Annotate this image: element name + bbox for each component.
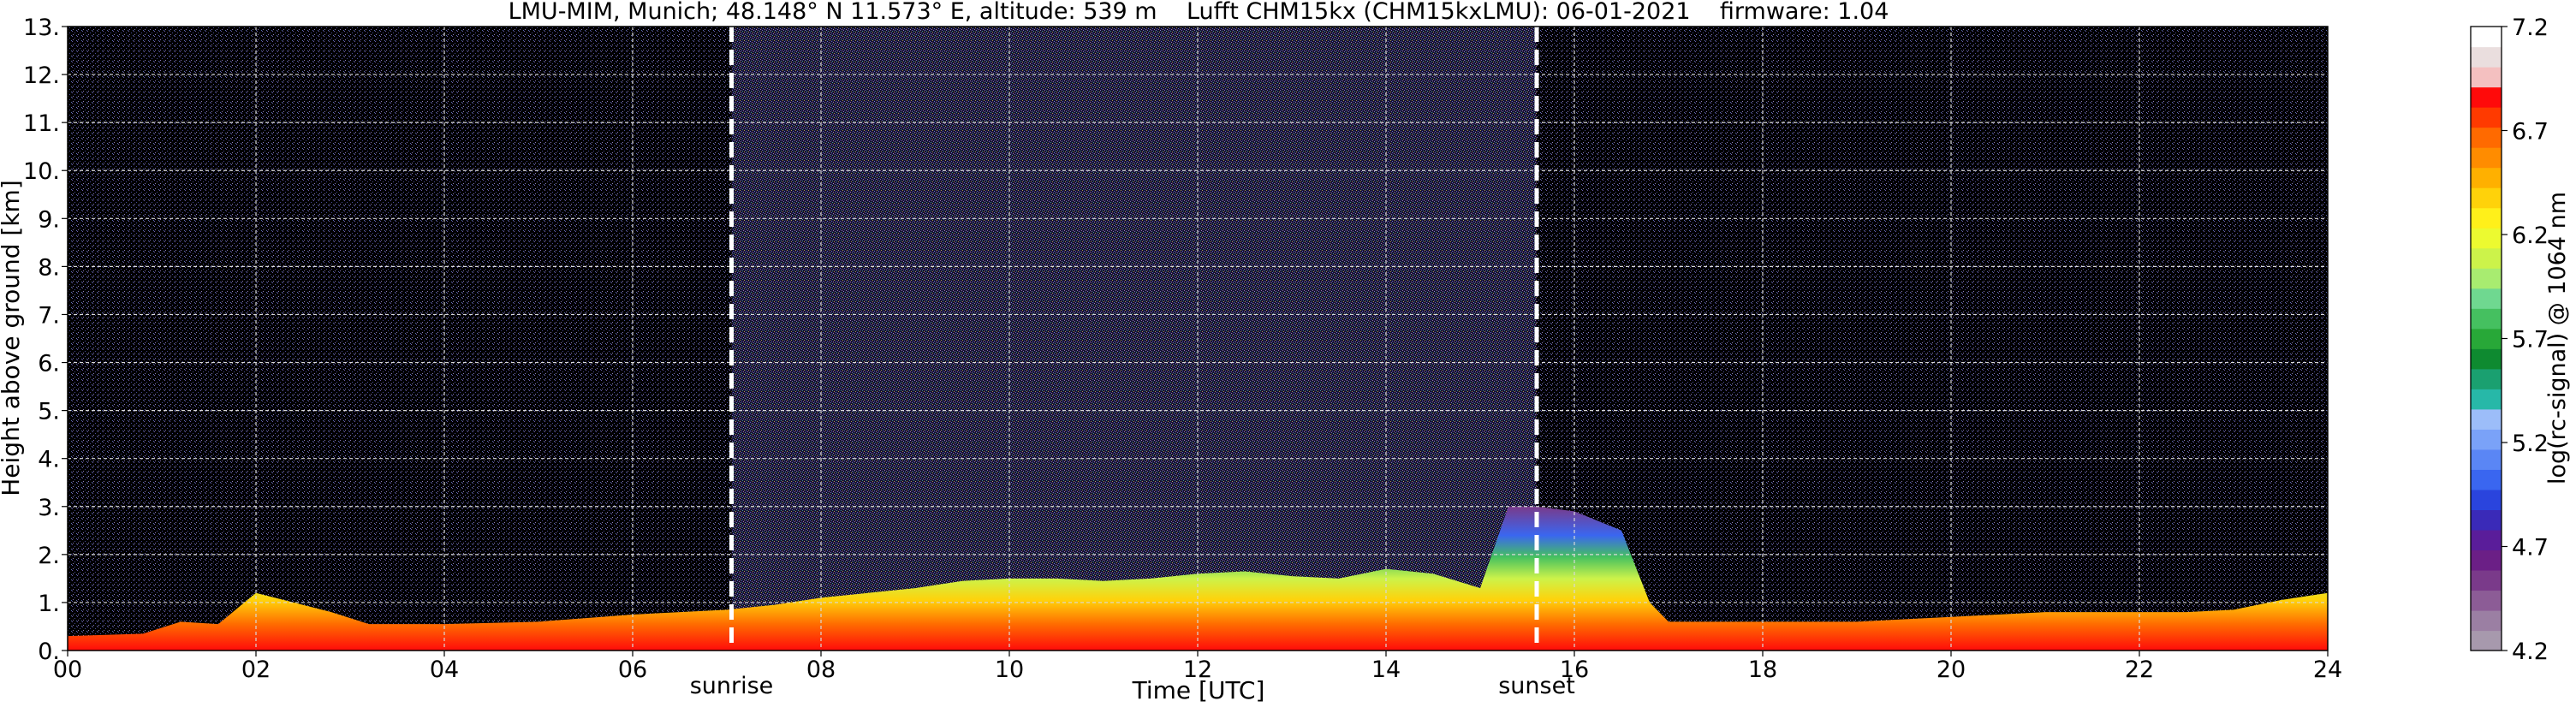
plot-area [67,26,2329,651]
y-tick-label: 2. [38,543,60,569]
colorbar-label: log(rc-signal) @ 1064 nm [2544,192,2571,484]
colorbar-segment [2471,408,2502,430]
colorbar-tick-label: 4.2 [2512,639,2549,665]
colorbar-segment [2471,328,2502,349]
colorbar: 4.2 4.7 5.2 5.7 6.2 6.7 7.2 [2470,15,2549,665]
y-axis: 0. 1. 2. 3. 4. 5. 6. 7. 8. 9. 10. 11. 12. 13. [23,15,68,665]
colorbar-segment [2471,550,2502,571]
colorbar-segment [2471,147,2502,169]
y-tick-label: 6. [38,351,60,377]
y-tick-label: 11. [23,110,60,137]
colorbar-segment [2471,609,2502,632]
x-axis-label: Time [UTC] [1132,676,1265,704]
y-tick-label: 13. [23,15,60,41]
colorbar-segment [2471,228,2502,249]
x-tick-label: 10 [995,656,1024,683]
colorbar-segment [2471,389,2502,410]
colorbar-tick-label: 7.2 [2512,15,2549,41]
colorbar-segment [2471,207,2502,229]
colorbar-segment [2471,469,2502,490]
y-tick-label: 4. [38,447,60,473]
colorbar-segment [2471,67,2502,88]
y-tick-label: 1. [38,591,60,617]
x-tick-label: 24 [2313,656,2342,683]
y-tick-label: 12. [23,62,60,89]
colorbar-segment [2471,449,2502,470]
y-tick-label: 5. [38,399,60,425]
colorbar-segment [2471,529,2502,551]
event-label-sunset: sunset [1498,673,1575,699]
colorbar-segment [2471,348,2502,370]
x-tick-label: 22 [2125,656,2154,683]
colorbar-segment [2471,247,2502,269]
colorbar-segment [2471,288,2502,309]
y-tick-label: 8. [38,254,60,281]
colorbar-segment [2471,308,2502,330]
colorbar-segment [2471,127,2502,148]
colorbar-segment [2471,46,2502,68]
colorbar-segment [2471,86,2502,108]
colorbar-segment [2471,429,2502,450]
x-tick-label: 04 [430,656,459,683]
colorbar-segment [2471,187,2502,209]
colorbar-segment [2471,107,2502,128]
daytime-noise [731,27,1537,651]
grid [68,27,2328,651]
y-tick-label: 10. [23,158,60,185]
x-tick-label: 14 [1371,656,1401,683]
colorbar-tick-label: 5.7 [2512,327,2549,354]
event-label-sunrise: sunrise [690,673,774,699]
y-tick-label: 0. [38,639,60,665]
x-tick-label: 20 [1936,656,1966,683]
chart-title: LMU-MIM, Munich; 48.148° N 11.573° E, al… [509,0,1889,25]
x-tick-label: 18 [1748,656,1777,683]
x-tick-label: 06 [618,656,647,683]
colorbar-tick-label: 5.2 [2512,431,2549,457]
x-axis: 00 02 04 06 08 10 12 14 16 18 20 22 24 sunrise sunset [53,651,2342,699]
colorbar-segment [2471,167,2502,188]
colorbar-segment [2471,368,2502,389]
x-tick-label: 00 [53,656,82,683]
y-tick-label: 3. [38,495,60,521]
colorbar-tick-label: 6.2 [2512,223,2549,249]
colorbar-segment [2471,268,2502,289]
colorbar-segment [2471,509,2502,531]
x-tick-label: 12 [1183,656,1212,683]
colorbar-segment [2471,27,2502,48]
x-tick-label: 08 [806,656,836,683]
colorbar-tick-label: 4.7 [2512,535,2549,561]
colorbar-segment [2471,489,2502,510]
colorbar-segment [2471,569,2502,591]
x-tick-label: 16 [1560,656,1589,683]
x-tick-label: 02 [241,656,271,683]
colorbar-segment [2471,630,2502,651]
colorbar-segment [2471,590,2502,611]
colorbar-tick-label: 6.7 [2512,119,2549,146]
y-tick-label: 7. [38,302,60,329]
event-lines [729,27,1539,651]
y-tick-label: 9. [38,206,60,233]
y-axis-label: Height above ground [km] [0,180,25,496]
